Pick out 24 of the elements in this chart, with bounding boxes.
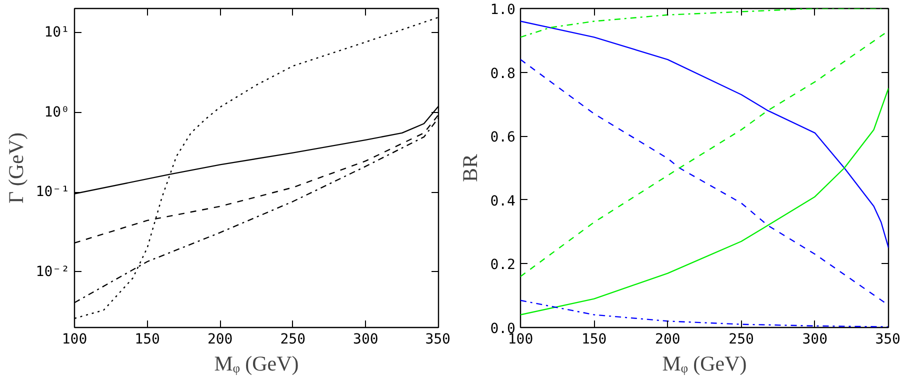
x-tick-label: 200 — [207, 332, 233, 348]
x-tick-label: 300 — [353, 332, 378, 348]
x-axis-title: Mᵩ (GeV) — [214, 352, 299, 376]
x-tick-label: 250 — [728, 332, 754, 348]
x-tick-label: 200 — [655, 332, 680, 348]
y-tick-label: 10⁻² — [36, 264, 70, 280]
x-tick-label: 100 — [62, 332, 88, 348]
y-tick-label: 10⁻¹ — [36, 184, 70, 200]
x-tick-label: 300 — [802, 332, 828, 348]
y-axis-title: Γ (GeV) — [4, 132, 28, 204]
y-tick-label: 0.6 — [490, 130, 516, 146]
x-tick-label: 350 — [425, 332, 451, 348]
x-axis-title: Mᵩ (GeV) — [662, 352, 747, 376]
x-tick-label: 350 — [875, 332, 901, 348]
y-tick-label: 10⁰ — [44, 104, 70, 120]
y-tick-label: 0.4 — [490, 193, 516, 210]
y-tick-label: 10¹ — [44, 24, 70, 41]
y-tick-label: 0.8 — [490, 66, 516, 82]
y-tick-label: 1.0 — [490, 2, 516, 18]
x-tick-label: 150 — [134, 332, 160, 348]
x-tick-label: 250 — [280, 332, 306, 348]
y-tick-label: 0.2 — [490, 257, 516, 274]
x-tick-label: 150 — [581, 332, 607, 348]
y-axis-title: BR — [458, 154, 482, 182]
